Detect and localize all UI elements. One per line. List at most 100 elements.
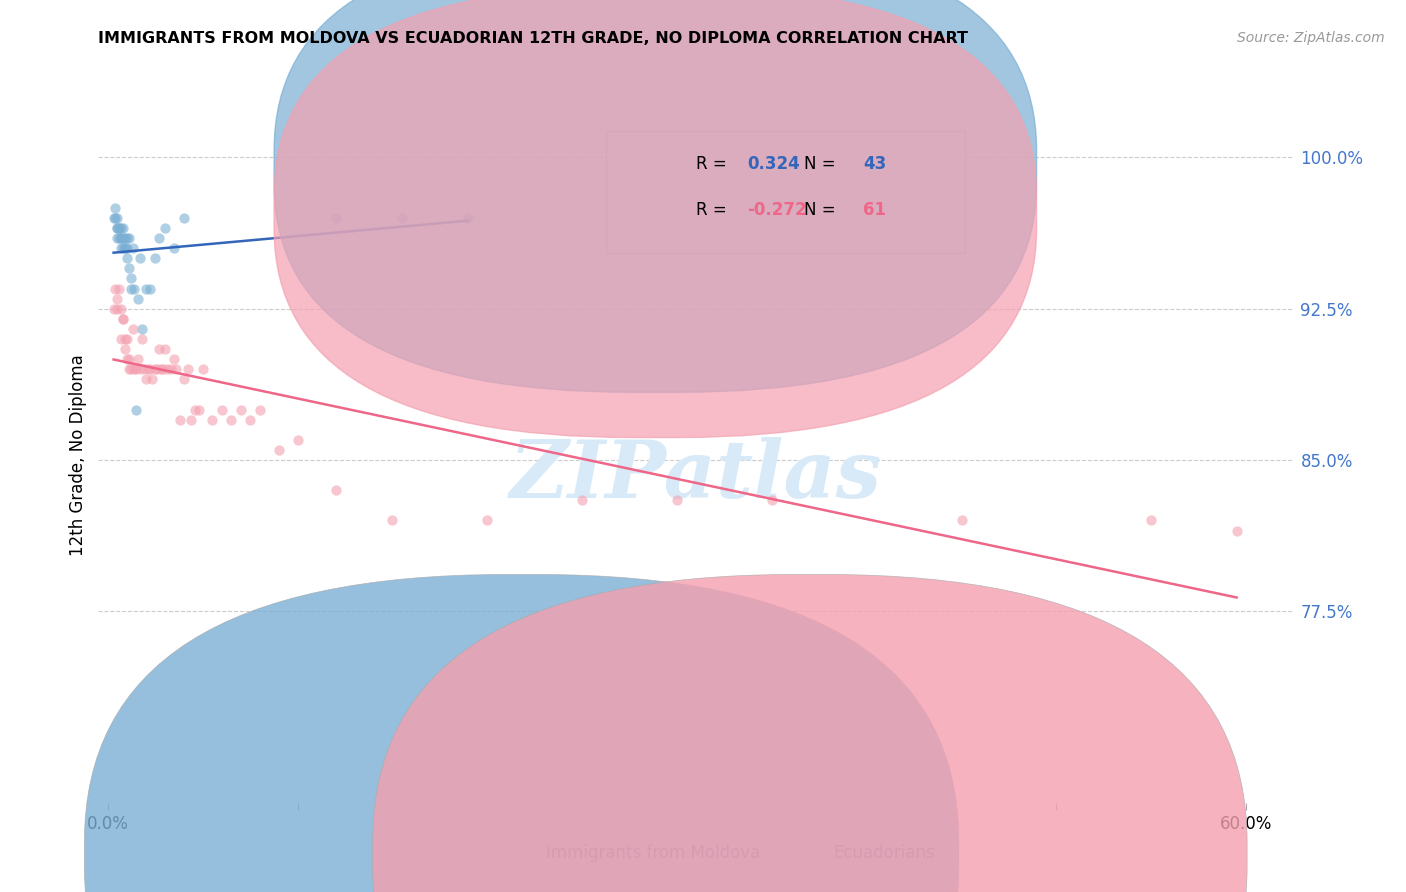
Point xyxy=(163,241,186,255)
Text: ZIPatlas: ZIPatlas xyxy=(510,437,882,515)
Text: Ecuadorians: Ecuadorians xyxy=(834,844,935,862)
Point xyxy=(121,241,143,255)
Point xyxy=(118,261,141,276)
Point xyxy=(120,362,142,376)
Point xyxy=(105,231,128,245)
FancyBboxPatch shape xyxy=(606,131,965,253)
Point xyxy=(120,281,142,295)
Point xyxy=(143,362,166,376)
Point xyxy=(129,362,152,376)
Point xyxy=(132,362,155,376)
Point xyxy=(114,231,136,245)
Point xyxy=(135,372,157,386)
Point xyxy=(104,201,127,215)
Point xyxy=(110,332,132,346)
Point xyxy=(105,221,128,235)
Point xyxy=(110,301,132,316)
Point xyxy=(103,301,125,316)
Point xyxy=(391,211,413,225)
Point xyxy=(118,231,141,245)
Point xyxy=(153,342,176,356)
Point xyxy=(138,281,160,295)
Point xyxy=(267,442,290,457)
Point xyxy=(135,281,157,295)
Point xyxy=(125,362,148,376)
Point xyxy=(124,281,146,295)
Text: 61: 61 xyxy=(863,201,886,219)
FancyBboxPatch shape xyxy=(274,0,1036,392)
Point xyxy=(239,412,262,426)
Point xyxy=(152,362,174,376)
Point xyxy=(115,241,138,255)
Point xyxy=(159,362,181,376)
Text: -0.272: -0.272 xyxy=(748,201,807,219)
Point xyxy=(761,493,783,508)
Point xyxy=(131,332,153,346)
Point xyxy=(184,402,207,417)
Text: Source: ZipAtlas.com: Source: ZipAtlas.com xyxy=(1237,31,1385,45)
Point xyxy=(110,221,132,235)
Point xyxy=(165,362,187,376)
Point xyxy=(110,231,132,245)
Point xyxy=(105,221,128,235)
Point xyxy=(666,493,689,508)
Point xyxy=(127,352,149,367)
Point xyxy=(114,342,136,356)
Point xyxy=(110,241,132,255)
Point xyxy=(156,362,179,376)
Point xyxy=(112,221,135,235)
Point xyxy=(477,513,499,527)
Point xyxy=(180,412,202,426)
Point xyxy=(211,402,233,417)
Point xyxy=(153,221,176,235)
Point xyxy=(219,412,242,426)
Point xyxy=(148,342,170,356)
Text: N =: N = xyxy=(804,201,841,219)
Point xyxy=(287,433,309,447)
Point xyxy=(136,362,159,376)
Point xyxy=(249,402,271,417)
Point xyxy=(114,241,136,255)
Point xyxy=(115,352,138,367)
Point xyxy=(127,292,149,306)
Text: 0.324: 0.324 xyxy=(748,155,800,173)
Text: Immigrants from Moldova: Immigrants from Moldova xyxy=(546,844,759,862)
FancyBboxPatch shape xyxy=(274,0,1036,437)
Point xyxy=(112,231,135,245)
Point xyxy=(105,301,128,316)
Text: R =: R = xyxy=(696,155,733,173)
Point xyxy=(150,362,173,376)
Point xyxy=(124,362,146,376)
Point xyxy=(112,311,135,326)
Point xyxy=(188,402,211,417)
Point xyxy=(229,402,252,417)
Text: R =: R = xyxy=(696,201,733,219)
Point xyxy=(201,412,224,426)
Text: IMMIGRANTS FROM MOLDOVA VS ECUADORIAN 12TH GRADE, NO DIPLOMA CORRELATION CHART: IMMIGRANTS FROM MOLDOVA VS ECUADORIAN 12… xyxy=(98,31,969,46)
Point xyxy=(148,231,170,245)
Point xyxy=(121,322,143,336)
Point xyxy=(115,252,138,266)
Point xyxy=(146,362,169,376)
Point xyxy=(115,231,138,245)
Point xyxy=(1140,513,1163,527)
Point xyxy=(325,211,347,225)
Point xyxy=(950,513,973,527)
Point xyxy=(381,513,404,527)
Text: 43: 43 xyxy=(863,155,887,173)
Point xyxy=(141,372,163,386)
Point xyxy=(1226,524,1249,538)
Point xyxy=(325,483,347,498)
Y-axis label: 12th Grade, No Diploma: 12th Grade, No Diploma xyxy=(69,354,87,556)
Point xyxy=(118,352,141,367)
Point xyxy=(112,241,135,255)
Point xyxy=(173,372,195,386)
Point xyxy=(129,252,152,266)
Point xyxy=(110,231,132,245)
Point xyxy=(112,311,135,326)
Point xyxy=(108,231,131,245)
Point xyxy=(108,221,131,235)
Point xyxy=(105,292,128,306)
Point xyxy=(125,402,148,417)
Point xyxy=(169,412,191,426)
